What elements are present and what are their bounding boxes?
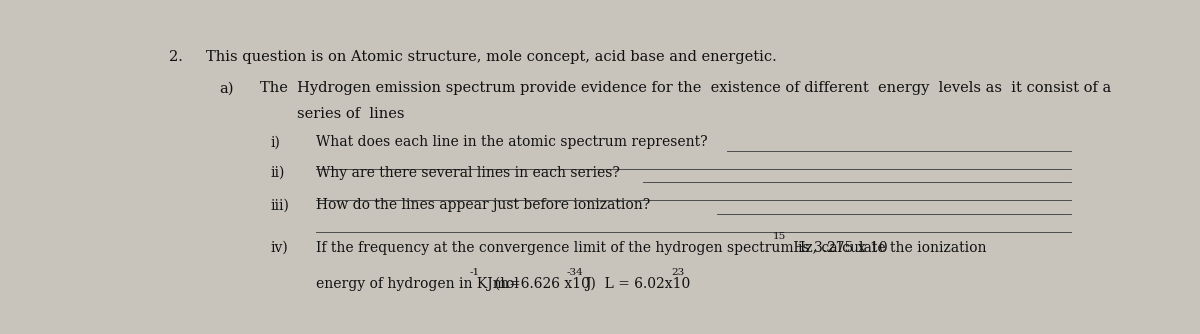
Text: Hz, calculate the ionization: Hz, calculate the ionization xyxy=(790,241,986,255)
Text: iii): iii) xyxy=(271,198,289,212)
Text: This question is on Atomic structure, mole concept, acid base and energetic.: This question is on Atomic structure, mo… xyxy=(206,50,776,64)
Text: -34: -34 xyxy=(566,268,583,277)
Text: 2.: 2. xyxy=(168,50,182,64)
Text: Why are there several lines in each series?: Why are there several lines in each seri… xyxy=(316,166,619,180)
Text: The  Hydrogen emission spectrum provide evidence for the  existence of different: The Hydrogen emission spectrum provide e… xyxy=(259,81,1111,95)
Text: i): i) xyxy=(271,135,281,149)
Text: 15: 15 xyxy=(773,232,786,241)
Text: J)  L = 6.02x10: J) L = 6.02x10 xyxy=(586,277,690,291)
Text: a): a) xyxy=(220,81,234,95)
Text: If the frequency at the convergence limit of the hydrogen spectrum is 3.275 x 10: If the frequency at the convergence limi… xyxy=(316,241,887,255)
Text: What does each line in the atomic spectrum represent?: What does each line in the atomic spectr… xyxy=(316,135,707,149)
Text: energy of hydrogen in KJmol: energy of hydrogen in KJmol xyxy=(316,277,518,291)
Text: series of  lines: series of lines xyxy=(259,107,404,121)
Text: ii): ii) xyxy=(271,166,286,180)
Text: iv): iv) xyxy=(271,241,289,255)
Text: -1: -1 xyxy=(470,268,480,277)
Text: How do the lines appear just before ionization?: How do the lines appear just before ioni… xyxy=(316,198,649,212)
Text: (h=6.626 x10: (h=6.626 x10 xyxy=(486,277,590,291)
Text: 23: 23 xyxy=(671,268,684,277)
